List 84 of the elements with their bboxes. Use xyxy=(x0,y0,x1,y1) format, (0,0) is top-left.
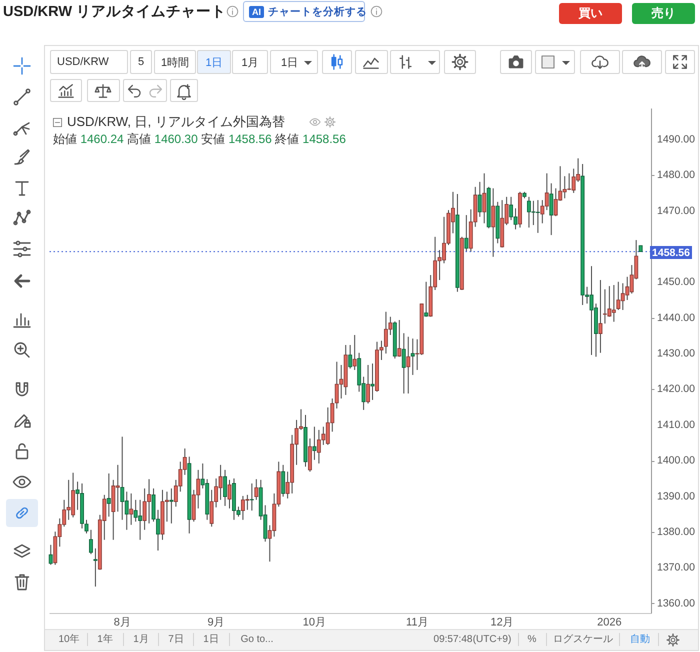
x-tick-label: 12月 xyxy=(490,616,514,628)
symbol-field: USD/KRW xyxy=(50,50,128,74)
y-tick-label: 1470.00 xyxy=(657,204,696,217)
candlestick xyxy=(464,214,468,252)
candlestick xyxy=(554,188,558,217)
y-tick-label: 1410.00 xyxy=(657,418,696,431)
candlestick xyxy=(223,469,228,506)
chart-subtitle: USD/KRW, 日, リアルタイム外国為替 xyxy=(67,114,285,129)
text: % xyxy=(528,634,536,645)
sell-button: 売り xyxy=(632,3,695,24)
candlestick xyxy=(250,482,254,512)
chart-title: USD/KRW リアルタイムチャート xyxy=(3,4,226,20)
candlestick xyxy=(308,438,312,472)
y-tick-label: 1390.00 xyxy=(657,490,696,502)
text: 09:57:48 xyxy=(434,634,472,645)
candlestick xyxy=(536,200,540,234)
candlestick xyxy=(348,344,352,370)
y-tick-label: 1370.00 xyxy=(657,562,696,574)
y-tick-label: 1440.00 xyxy=(657,312,696,324)
candlestick xyxy=(544,172,549,211)
candlestick xyxy=(598,280,602,354)
candlestick xyxy=(562,176,567,199)
text: 7日 xyxy=(168,634,184,645)
buy-button: 買い xyxy=(559,3,622,24)
candlestick xyxy=(397,319,402,358)
text: (UTC+9) xyxy=(472,634,512,645)
interval-button: 5 xyxy=(130,50,152,74)
y-tick-label: 1360.00 xyxy=(657,597,696,610)
x-tick-label: 11月 xyxy=(406,616,428,628)
interval-button: 1時間 xyxy=(154,50,196,74)
candlestick xyxy=(142,488,147,530)
candlestick xyxy=(424,281,428,318)
candlestick xyxy=(129,492,134,526)
y-tick-label: 1480.00 xyxy=(657,169,696,182)
candlestick xyxy=(402,332,406,394)
text: 1月 xyxy=(133,634,149,645)
candlestick xyxy=(491,188,496,258)
candlestick xyxy=(478,181,482,218)
candlestick xyxy=(509,196,514,221)
x-tick-label: 9月 xyxy=(208,616,225,628)
candlestick xyxy=(549,182,554,236)
text: 1日 xyxy=(203,634,219,645)
candlestick xyxy=(366,364,370,404)
interval-button: 1日 xyxy=(197,50,231,74)
candlestick xyxy=(93,548,98,588)
y-tick-label: 1490.00 xyxy=(657,133,696,146)
candlestick xyxy=(210,489,214,528)
analyze-button: AI チャートを分析する xyxy=(243,1,365,22)
interval-button: 1月 xyxy=(232,50,268,74)
candlestick xyxy=(228,479,232,509)
interval-button: 1日 xyxy=(270,50,318,74)
text: 10年 xyxy=(58,634,80,645)
ref-line-label: 1458.56 xyxy=(652,246,690,258)
candlestick xyxy=(106,472,111,518)
candlestick xyxy=(612,284,616,322)
x-tick-label: 10月 xyxy=(302,616,326,628)
text: ログスケール xyxy=(553,634,613,645)
candlestick xyxy=(281,464,286,498)
candlestick xyxy=(254,478,258,500)
candlestick xyxy=(124,491,129,530)
candlestick xyxy=(116,464,120,512)
text: 1年 xyxy=(97,634,113,645)
candlestick xyxy=(245,494,250,510)
candlestick xyxy=(48,544,53,566)
candlestick xyxy=(134,499,138,522)
annotation: 始値 1460.24 高値 1460.30 安値 1458.56 終値 1458.56 xyxy=(53,132,346,146)
candlestick xyxy=(620,282,625,310)
text: Go to... xyxy=(240,634,274,645)
candlestick xyxy=(120,436,124,520)
y-tick-label: 1430.00 xyxy=(657,348,696,360)
candlestick xyxy=(370,363,374,400)
y-tick-label: 1380.00 xyxy=(657,526,696,538)
x-tick-label: 8月 xyxy=(114,616,131,628)
candlestick xyxy=(312,426,316,460)
candlestick xyxy=(352,334,357,370)
candlestick xyxy=(625,276,630,301)
text: 自動 xyxy=(630,634,650,645)
candlestick xyxy=(89,529,93,555)
y-tick-label: 1400.00 xyxy=(657,454,696,467)
candlestick xyxy=(410,338,415,376)
y-tick-label: 1450.00 xyxy=(657,276,696,288)
x-tick-label: 2026 xyxy=(597,616,622,628)
candlestick xyxy=(482,172,486,224)
y-tick-label: 1420.00 xyxy=(657,383,696,396)
